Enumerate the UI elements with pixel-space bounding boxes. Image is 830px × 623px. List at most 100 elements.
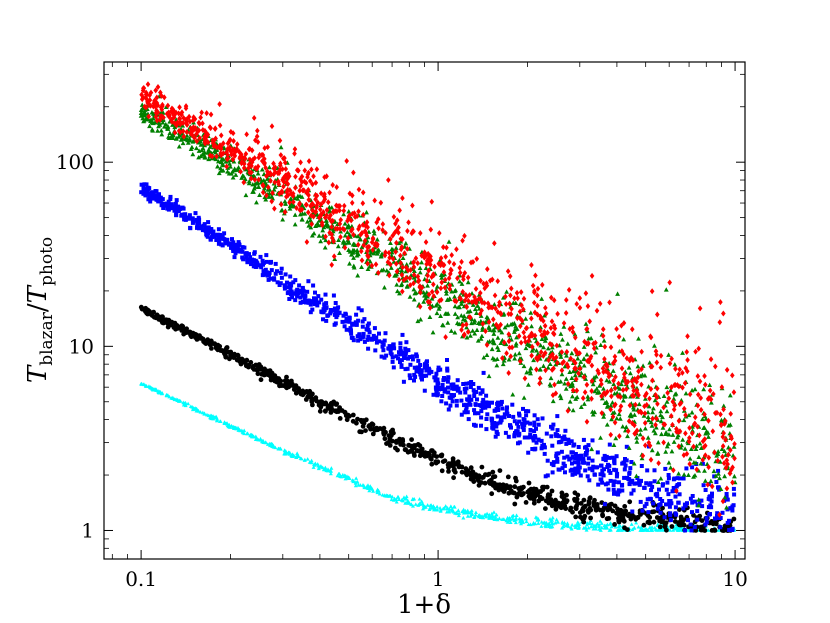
series-2-point <box>194 217 199 222</box>
series-2-point <box>408 362 413 367</box>
series-4-point <box>360 189 366 196</box>
series-0-point <box>671 528 676 532</box>
series-4-point <box>612 419 618 426</box>
series-3-point <box>484 352 490 358</box>
series-0-point <box>555 519 560 524</box>
series-3-point <box>459 281 465 286</box>
series-4-point <box>225 155 231 162</box>
series-2-point <box>522 435 527 440</box>
series-4-point <box>313 209 318 216</box>
series-2-point <box>322 302 327 307</box>
series-4-point <box>372 197 377 204</box>
series-1-point <box>625 513 631 519</box>
series-0-point <box>488 515 493 519</box>
series-3-point <box>458 313 464 318</box>
series-3-point <box>476 320 481 326</box>
series-2-point <box>332 306 337 311</box>
series-2-point <box>676 500 681 505</box>
series-2-point <box>655 494 660 499</box>
series-2-point <box>422 388 427 393</box>
series-2-point <box>324 318 329 323</box>
series-4-point <box>460 322 466 329</box>
series-4-point <box>695 391 701 398</box>
series-2-point <box>649 488 654 493</box>
series-3-point <box>664 384 670 390</box>
series-2-point <box>567 441 572 445</box>
series-4-point <box>361 211 366 218</box>
series-0-point <box>267 441 272 446</box>
series-2-point <box>258 254 263 259</box>
series-3-point <box>496 347 501 353</box>
series-2-point <box>239 247 244 252</box>
series-1-point <box>181 331 187 337</box>
series-3-point <box>706 434 711 439</box>
series-4-point <box>319 222 325 229</box>
series-4-point <box>551 330 556 337</box>
series-4-point <box>248 175 254 182</box>
series-3-point <box>448 328 454 333</box>
series-3-point <box>567 369 573 374</box>
series-2-point <box>549 434 554 439</box>
series-4-point <box>356 186 362 193</box>
series-4-point <box>362 237 368 244</box>
series-3-point <box>511 320 517 326</box>
series-3-point <box>501 358 507 363</box>
series-4-point <box>171 108 177 115</box>
series-3-point <box>430 329 436 335</box>
series-0-point <box>227 422 232 427</box>
series-0-point <box>282 448 287 452</box>
series-4-point <box>285 175 290 182</box>
series-2-point <box>620 482 625 487</box>
series-2-point <box>600 480 605 485</box>
series-2-point <box>240 245 245 250</box>
series-3-point <box>300 211 305 216</box>
series-4-point <box>455 275 460 282</box>
series-4-point <box>457 269 463 276</box>
series-2-point <box>494 424 499 429</box>
series-3-point <box>487 327 493 332</box>
series-3-point <box>625 433 630 439</box>
series-3-point <box>541 344 546 350</box>
series-4-point <box>386 177 391 184</box>
series-2-point <box>438 385 442 390</box>
series-2-point <box>356 306 361 311</box>
series-4-point <box>538 315 544 322</box>
series-4-point <box>490 276 495 283</box>
series-4-point <box>639 381 644 388</box>
series-2-point <box>503 430 508 435</box>
series-4-point <box>220 150 226 157</box>
series-3-point <box>578 359 584 364</box>
series-2-point <box>210 232 215 237</box>
series-0-points <box>139 381 737 532</box>
series-4-point <box>596 370 601 377</box>
series-0-point <box>472 515 477 520</box>
series-4-point <box>271 160 276 167</box>
series-2-point <box>525 435 530 440</box>
series-0-point <box>652 525 657 530</box>
series-0-point <box>277 446 282 451</box>
series-2-point <box>471 388 476 393</box>
series-3-point <box>717 475 722 481</box>
series-4-point <box>672 382 677 389</box>
series-4-point <box>521 329 526 336</box>
series-2-point <box>440 383 445 387</box>
series-4-point <box>411 259 416 266</box>
series-4-point <box>302 167 308 174</box>
series-3-point <box>523 316 529 321</box>
series-2-point <box>511 414 516 419</box>
series-2-point <box>602 502 607 507</box>
series-1-point <box>551 500 557 506</box>
series-0-point <box>385 493 390 498</box>
series-1-point <box>212 341 218 347</box>
series-4-point <box>225 140 231 147</box>
series-3-point <box>611 381 617 387</box>
series-2-point <box>174 198 179 203</box>
series-3-point <box>651 428 657 433</box>
series-3-point <box>559 371 565 377</box>
series-0-point <box>405 498 410 503</box>
series-3-point <box>648 419 654 425</box>
series-3-point <box>716 471 721 476</box>
series-2-point <box>366 321 371 326</box>
series-3-point <box>615 291 621 296</box>
series-0-point <box>429 503 434 507</box>
